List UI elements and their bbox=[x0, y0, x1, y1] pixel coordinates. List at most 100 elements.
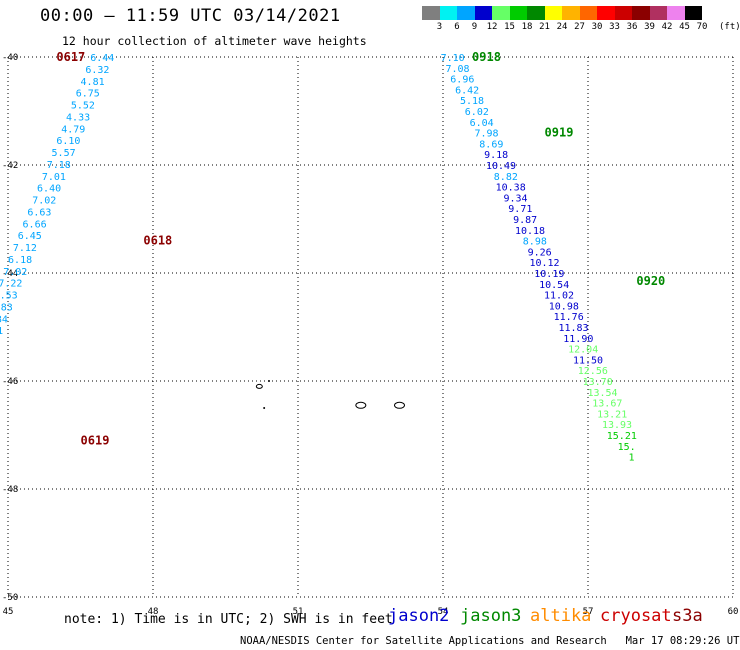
y-tick-label: -44 bbox=[2, 269, 18, 279]
wave-height-label: 7.01 bbox=[42, 172, 66, 183]
wave-height-label: 9.18 bbox=[484, 150, 508, 161]
time-label: 0920 bbox=[636, 274, 665, 288]
color-scale-label: 18 bbox=[521, 22, 533, 32]
color-scale-label: 33 bbox=[609, 22, 620, 32]
time-label: 0617 bbox=[56, 50, 85, 64]
y-tick-label: -50 bbox=[2, 593, 18, 603]
chart-subtitle: 12 hour collection of altimeter wave hei… bbox=[62, 34, 367, 48]
wave-height-label: 11.02 bbox=[544, 291, 574, 302]
color-scale-label: 24 bbox=[556, 22, 568, 32]
wave-height-label: 8.82 bbox=[494, 172, 518, 183]
color-scale-label: 42 bbox=[661, 22, 673, 32]
color-scale-bar bbox=[422, 6, 702, 20]
wave-height-label: 8.69 bbox=[479, 139, 503, 150]
wave-height-label: 5.84 bbox=[0, 314, 8, 325]
wave-height-label: 11.83 bbox=[558, 323, 588, 334]
x-tick-label: 54 bbox=[438, 607, 449, 617]
wave-height-label: 11.50 bbox=[573, 355, 603, 366]
island-outline bbox=[355, 401, 367, 409]
color-swatch bbox=[457, 6, 475, 20]
wave-height-label: 6.32 bbox=[85, 65, 109, 76]
time-label: 0919 bbox=[545, 126, 574, 140]
wave-height-label: 9.87 bbox=[513, 215, 537, 226]
wave-height-label: 7.22 bbox=[0, 279, 22, 290]
wave-height-label: 7.18 bbox=[47, 160, 71, 171]
y-tick-label: -46 bbox=[2, 377, 18, 387]
color-swatch bbox=[579, 6, 597, 20]
wave-height-label: 6.10 bbox=[56, 136, 80, 147]
wave-height-label: 7.41 bbox=[0, 326, 3, 337]
y-tick-label: -48 bbox=[2, 485, 18, 495]
wave-height-label: 6.44 bbox=[90, 53, 114, 64]
color-scale-label: 30 bbox=[591, 22, 603, 32]
wave-height-label: 6.18 bbox=[8, 255, 32, 266]
wave-height-label: 4.79 bbox=[61, 124, 85, 135]
wave-height-label: 13.54 bbox=[587, 388, 617, 399]
color-scale-label: 12 bbox=[486, 22, 498, 32]
x-tick-label: 45 bbox=[3, 607, 14, 617]
island-dot bbox=[263, 407, 266, 409]
x-tick-label: 51 bbox=[293, 607, 304, 617]
wave-height-label: 6.75 bbox=[76, 89, 100, 100]
mission-altika: altika bbox=[530, 606, 592, 626]
wave-height-label: 6.40 bbox=[37, 184, 61, 195]
wave-height-label: 10.18 bbox=[515, 226, 545, 237]
wave-height-label: 5.52 bbox=[71, 101, 95, 112]
wave-height-label: 8.98 bbox=[523, 237, 547, 248]
wave-height-label: 9.34 bbox=[503, 193, 527, 204]
wave-height-label: 7.98 bbox=[474, 129, 498, 140]
wave-height-label: 4.81 bbox=[81, 77, 105, 88]
color-swatch bbox=[649, 6, 667, 20]
color-swatch bbox=[544, 6, 562, 20]
color-swatch bbox=[527, 6, 545, 20]
color-swatch bbox=[474, 6, 492, 20]
color-swatch bbox=[439, 6, 457, 20]
island-outline bbox=[394, 401, 405, 409]
wave-height-label: 6.66 bbox=[23, 219, 47, 230]
time-label: 0918 bbox=[472, 50, 501, 64]
wave-height-label: 6.53 bbox=[0, 291, 18, 302]
wave-height-label: 10.54 bbox=[539, 280, 569, 291]
color-swatch bbox=[422, 6, 440, 20]
wave-height-label: 10.38 bbox=[496, 183, 526, 194]
wave-height-label: 5.57 bbox=[52, 148, 76, 159]
wave-height-label: 13.70 bbox=[583, 377, 613, 388]
mission-s3a: s3a bbox=[672, 606, 703, 626]
color-swatch bbox=[684, 6, 702, 20]
color-scale-label: 9 bbox=[471, 22, 478, 32]
color-scale-label: 39 bbox=[644, 22, 655, 32]
color-swatch bbox=[632, 6, 650, 20]
x-tick-label: 48 bbox=[148, 607, 159, 617]
wave-height-label: 12.04 bbox=[568, 345, 598, 356]
wave-height-label: 15. bbox=[618, 442, 636, 453]
wave-height-label: 15.21 bbox=[607, 431, 637, 442]
wave-height-label: 12.56 bbox=[578, 366, 608, 377]
mission-cryosat: cryosat bbox=[600, 606, 672, 626]
wave-height-label: 9.71 bbox=[508, 204, 532, 215]
color-scale-label: 70 bbox=[696, 22, 708, 32]
island-dot bbox=[268, 380, 270, 382]
wave-height-label: 7.12 bbox=[13, 243, 37, 254]
color-scale-unit: (ft) bbox=[719, 22, 740, 32]
x-tick-label: 60 bbox=[728, 607, 739, 617]
wave-height-label: 11.76 bbox=[554, 312, 584, 323]
wave-height-label: 1 bbox=[628, 453, 634, 464]
wave-height-label: 13.67 bbox=[592, 399, 622, 410]
wave-height-label: 6.96 bbox=[450, 75, 474, 86]
footer-credit: NOAA/NESDIS Center for Satellite Applica… bbox=[240, 635, 740, 647]
color-swatch bbox=[509, 6, 527, 20]
chart-title: 00:00 – 11:59 UTC 03/14/2021 bbox=[40, 6, 341, 26]
color-swatch bbox=[492, 6, 510, 20]
wave-height-label: 6.45 bbox=[18, 231, 42, 242]
color-scale-label: 6 bbox=[454, 22, 460, 32]
wave-height-label: 10.12 bbox=[529, 258, 559, 269]
wave-height-label: 10.19 bbox=[534, 269, 564, 280]
color-scale-label: 45 bbox=[679, 22, 690, 32]
mission-jason2: jason2 bbox=[388, 606, 450, 626]
wave-height-label: 4.33 bbox=[66, 112, 90, 123]
wave-height-label: 13.93 bbox=[602, 420, 632, 431]
time-label: 0619 bbox=[81, 433, 110, 447]
y-tick-label: -40 bbox=[2, 53, 18, 63]
mission-jason3: jason3 bbox=[460, 606, 522, 626]
